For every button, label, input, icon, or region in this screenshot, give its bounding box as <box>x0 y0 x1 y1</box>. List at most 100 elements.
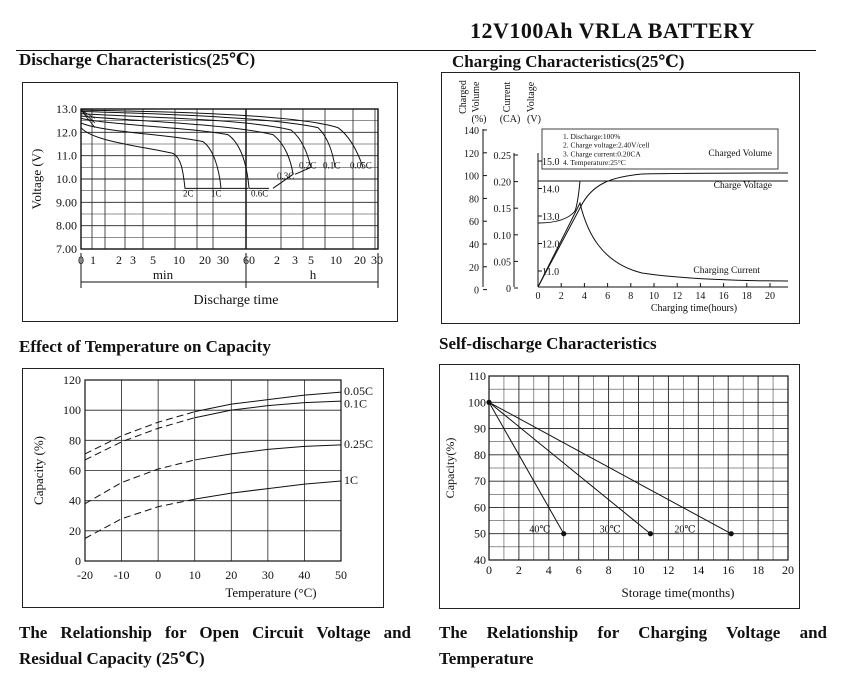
charging-xtick-label: 10 <box>649 291 659 302</box>
charging-axis-head: Current <box>502 82 513 113</box>
discharge-ytick-label: 7.00 <box>56 242 77 256</box>
self-xtick-label: 10 <box>633 563 645 577</box>
discharge-xtick-label: 20 <box>354 253 366 267</box>
discharge-xtick-label: 60 <box>243 253 255 267</box>
discharge-curve-0.05C <box>80 109 364 168</box>
discharge-xtick-label: 2 <box>116 253 122 267</box>
self-xtick-label: 20 <box>782 563 794 577</box>
self-xtick-label: 12 <box>662 563 674 577</box>
self-ytick-label: 80 <box>474 448 486 462</box>
self-line-20℃ <box>488 401 732 535</box>
discharge-xtick-label: 1 <box>90 253 96 267</box>
discharge-chart: 13.0 12.0 11.0 10.0 9.00 8.00 7.00 Voltage (V) 0… <box>29 102 383 308</box>
temp-curve-0.1C-dashed <box>84 417 195 461</box>
self-ytick-label: 110 <box>468 369 486 383</box>
charging-xtick-label: 6 <box>605 291 610 302</box>
charging-axis-percent-label: 80 <box>469 194 479 205</box>
charge-voltage-section-title: The Relationship for Charging Voltage an… <box>439 623 827 668</box>
charging-axis-head: Voltage <box>526 81 537 112</box>
discharge-xtick-label: 30 <box>217 253 229 267</box>
charging-axis-voltage-label: 13.0 <box>542 212 560 223</box>
discharge-initial-drop <box>80 109 96 128</box>
charging-xtick-label: 8 <box>628 291 633 302</box>
charging-series-label: Charge Voltage <box>714 181 772 191</box>
temp-xtick-label: 10 <box>189 568 201 582</box>
charging-axis-voltage-label: 14.0 <box>542 185 560 196</box>
discharge-ytick-label: 12.0 <box>56 125 77 139</box>
self-start-point <box>486 399 492 405</box>
charging-axis-current-label: 0.05 <box>494 257 512 268</box>
temp-ytick-label: 60 <box>69 464 81 478</box>
charging-axis-current-label: 0.10 <box>494 231 512 242</box>
discharge-xtick-label: 2 <box>274 253 280 267</box>
discharge-curve-0.6C <box>80 117 269 189</box>
discharge-initial-drop <box>80 109 96 119</box>
discharge-initial-drop <box>80 109 96 124</box>
discharge-plot-frame <box>80 108 379 250</box>
charging-section-title: Charging Characteristics(25℃) <box>452 52 685 71</box>
temp-ylabel: Capacity (%) <box>31 436 46 505</box>
charging-series-label: Charged Volume <box>708 149 772 159</box>
temp-xtick-label: 40 <box>298 568 310 582</box>
temp-curve-0.25C-dashed <box>84 459 195 505</box>
charging-axis-voltage-label: 12.0 <box>542 240 560 251</box>
charging-xtick-label: 14 <box>695 291 705 302</box>
charging-xtick-label: 12 <box>672 291 682 302</box>
charging-series-label: Charging Current <box>693 266 760 276</box>
temp-plot-frame <box>84 379 342 562</box>
header-rule <box>16 50 816 51</box>
charging-axis-percent-label: 40 <box>469 240 479 251</box>
temp-ytick-label: 0 <box>75 554 81 568</box>
self-end-point <box>561 531 567 537</box>
temp-curve-0.05C-dashed <box>84 411 195 455</box>
discharge-xtick-label: 20 <box>199 253 211 267</box>
temp-ytick-label: 40 <box>69 494 81 508</box>
charging-xtick-label: 16 <box>719 291 729 302</box>
self-ytick-label: 50 <box>474 527 486 541</box>
charging-note: 2. Charge voltage:2.40V/cell <box>563 141 650 150</box>
self-end-point <box>728 531 734 537</box>
charging-axis-percent-label: 60 <box>469 217 479 228</box>
discharge-curve-2C <box>80 127 221 189</box>
self-ytick-label: 100 <box>468 395 486 409</box>
charging-axis-unit: (V) <box>527 114 541 125</box>
charging-xtick-label: 2 <box>559 291 564 302</box>
temp-ytick-label: 100 <box>63 403 81 417</box>
discharge-curve-0.3C <box>80 115 294 189</box>
charging-axis-current-label: 0.20 <box>494 178 512 189</box>
temp-curve-0.05C <box>194 391 342 413</box>
charging-axis-percent-label: 120 <box>464 149 479 160</box>
discharge-curve-0.2C <box>80 113 312 175</box>
discharge-curve-0.1C <box>80 110 336 168</box>
temperature-section-title: Effect of Temperature on Capacity <box>19 337 271 356</box>
temp-xtick-label: 0 <box>155 568 161 582</box>
discharge-xtick-label: 3 <box>292 253 298 267</box>
charging-axis-voltage-label: 11.0 <box>542 267 559 278</box>
discharge-curve-label: 0.6C <box>251 189 268 199</box>
self-discharge-section-title: Self-discharge Characteristics <box>439 334 657 353</box>
temp-ytick-label: 20 <box>69 524 81 538</box>
temp-curve-1C-dashed <box>84 498 195 539</box>
charging-xtick-label: 20 <box>765 291 775 302</box>
charging-axis-head: Charged <box>458 80 469 114</box>
charging-axis-current-label: 0 <box>506 284 511 295</box>
charging-axis-current-label: 0.25 <box>494 151 512 162</box>
self-end-point <box>647 531 654 537</box>
self-plot-frame <box>488 375 789 561</box>
discharge-xtick-label: 3 <box>130 253 136 267</box>
discharge-ylabel: Voltage (V) <box>29 149 44 210</box>
charging-axis-current-label: 0.15 <box>494 204 512 215</box>
temp-ytick-label: 80 <box>69 433 81 447</box>
discharge-ytick-label: 13.0 <box>56 102 77 116</box>
discharge-xtick-label: 10 <box>330 253 342 267</box>
discharge-curve-label: 0.05C <box>350 161 372 171</box>
discharge-xtick-label: 5 <box>308 253 314 267</box>
self-ylabel: Capacity(%) <box>443 438 457 499</box>
discharge-ytick-label: 9.00 <box>56 195 77 209</box>
self-line-30℃ <box>488 401 651 535</box>
temp-xtick-label: 30 <box>262 568 274 582</box>
discharge-curve-label: 0.2C <box>299 161 316 171</box>
self-discharge-chart: 0 2 4 6 8 10 12 14 16 18 20 110 100 90 80 70 60 50 40 Capac… <box>443 369 794 600</box>
temp-curve-0.25C <box>194 444 342 461</box>
self-series-label: 40℃ <box>529 524 550 535</box>
